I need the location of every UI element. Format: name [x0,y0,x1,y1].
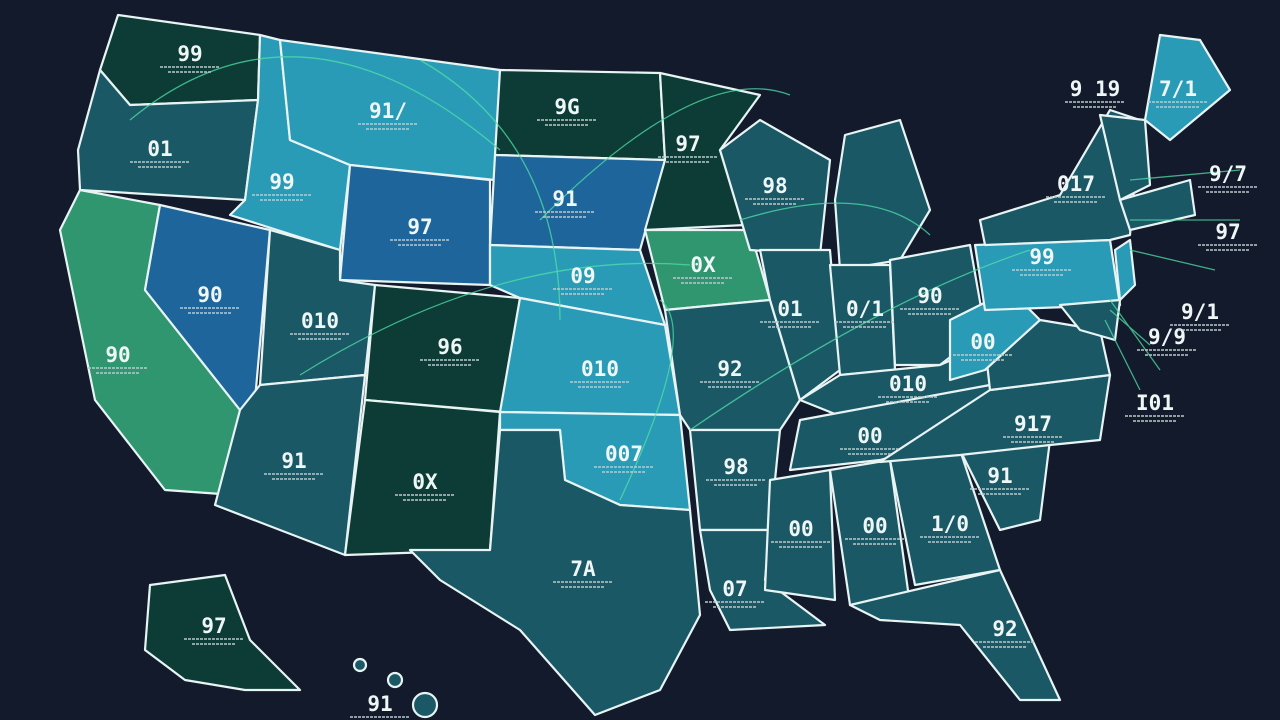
state-label: 9/9 [1148,325,1186,349]
arc [419,59,561,321]
state-label: 91 [987,464,1012,488]
state-label: 91/ [369,99,407,123]
state-label: 90 [917,284,942,308]
state [1143,33,1232,142]
state-label: 0X [412,470,438,494]
state-label: 017 [1057,172,1095,196]
state-label: 90 [197,283,222,307]
state-label: 09 [570,264,595,288]
state-label: 1/0 [931,512,969,536]
state [718,118,832,257]
state-label: 97 [1215,220,1240,244]
state-label: 96 [437,335,462,359]
states [58,13,1232,719]
island [352,657,368,673]
state-label: 9G [554,95,579,119]
state-label: 92 [717,357,742,381]
state-label: 99 [269,170,294,194]
arc [1104,299,1161,391]
state-label: I01 [1136,391,1174,415]
state-labels: 99 91/ 01 9G 97 99 97 91 9 19 7/1 9/7 01… [88,42,1258,718]
arc [1129,169,1241,271]
state [763,468,837,602]
island [386,671,404,689]
state-label: 92 [992,617,1017,641]
island [411,691,439,719]
state-label: 01 [777,297,802,321]
state [1113,238,1137,302]
arc [689,249,1031,431]
state-label: 91 [367,692,392,716]
state-label: 07 [722,577,747,601]
state [848,568,1062,702]
state-label: 01 [147,137,172,161]
state-label: 00 [857,424,882,448]
arc [129,56,501,151]
arc [539,88,791,221]
state-label: 97 [675,132,700,156]
state [758,248,842,402]
state [143,573,302,692]
state-label: 98 [723,455,748,479]
connection-arcs [129,56,1241,501]
state-label: 00 [788,517,813,541]
state-label: 99 [1029,245,1054,269]
state [408,428,702,717]
state-label: 9/7 [1209,162,1247,186]
arc [299,262,691,376]
state-label: 97 [201,614,226,638]
state-label: 00 [970,330,995,354]
state-label: 7A [570,557,596,581]
state-label: 010 [581,357,619,381]
state [493,68,667,162]
arc [739,202,931,236]
state-label: 97 [407,215,432,239]
state-label: 7/1 [1159,77,1197,101]
state-label: 00 [862,514,887,538]
state-label: 98 [762,174,787,198]
state-label: 010 [301,309,339,333]
state-label: 91 [552,187,577,211]
state-label: 99 [177,42,202,66]
state [213,373,367,557]
state-label: 91 [281,449,306,473]
state-label: 0/1 [846,297,884,321]
state-label: 9 19 [1070,77,1121,101]
state-label: 90 [105,343,130,367]
state-label: 007 [605,442,643,466]
state-label: 9/1 [1181,300,1219,324]
state-label: 010 [889,372,927,396]
state-label: 0X [690,253,716,277]
state-label: 917 [1014,412,1052,436]
arc [619,299,674,501]
state [1118,178,1197,232]
